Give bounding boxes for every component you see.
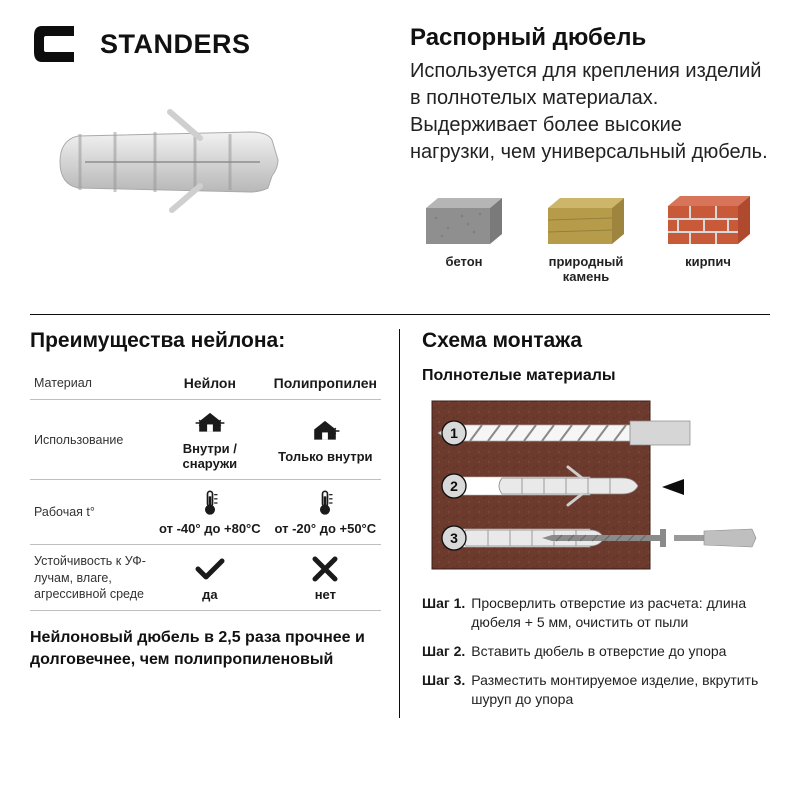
svg-text:1: 1 [450,425,458,441]
advantages-summary: Нейлоновый дюбель в 2,5 раза прочнее и д… [30,627,381,670]
step-label: Шаг 1. [422,594,465,632]
table-row: Использование Внутри / снаружи [30,400,381,480]
comparison-table: Материал Нейлон Полипропилен Использован… [30,367,381,611]
table-header-material: Материал [30,367,150,400]
cell-value: Только внутри [278,449,372,464]
cell-value: нет [315,587,336,602]
row-label: Рабочая t° [30,480,150,545]
step-label: Шаг 3. [422,671,465,709]
material-concrete: бетон [410,188,518,284]
mounting-title: Схема монтажа [422,329,770,353]
house-inout-icon [192,408,228,438]
mounting-subtitle: Полнотелые материалы [422,367,770,385]
concrete-icon [418,188,510,250]
mounting-diagram: 1 2 [422,395,762,575]
table-row: Рабочая t° от -40° до +80°С [30,480,381,545]
material-brick: кирпич [654,188,762,284]
cell-value: от -40° до +80°С [159,521,261,536]
brand-logo: STANDERS [30,24,400,64]
cross-icon [307,554,343,584]
material-label: кирпич [685,254,731,269]
house-in-icon [307,416,343,446]
step-text: Просверлить отверстие из расчета: длина … [471,594,770,632]
material-label: бетон [445,254,482,269]
step-text: Разместить монтируемое изделие, вкрутить… [471,671,770,709]
product-illustration [30,92,400,237]
step-item: Шаг 1. Просверлить отверстие из расчета:… [422,594,770,632]
step-item: Шаг 2. Вставить дюбель в отверстие до уп… [422,642,770,661]
cell-value: от -20° до +50°С [275,521,377,536]
thermometer-icon [192,488,228,518]
table-col-pp: Полипропилен [270,367,381,400]
row-label: Использование [30,400,150,480]
table-row: Устойчивость к УФ-лучам, влаге, агрессив… [30,545,381,611]
svg-text:3: 3 [450,530,458,546]
step-text: Вставить дюбель в отверстие до упора [471,642,726,661]
svg-text:2: 2 [450,478,458,494]
materials-row: бетон природный камень [410,188,770,284]
brand-name: STANDERS [100,29,251,60]
advantages-title: Преимущества нейлона: [30,329,381,353]
material-label: природный камень [532,254,640,284]
cell-value: да [202,587,217,602]
product-title: Распорный дюбель [410,24,770,52]
thermometer-icon [307,488,343,518]
stone-icon [540,188,632,250]
product-description: Используется для крепления изделий в пол… [410,58,770,166]
check-icon [192,554,228,584]
table-col-nylon: Нейлон [150,367,270,400]
mounting-steps: Шаг 1. Просверлить отверстие из расчета:… [422,594,770,708]
cell-value: Внутри / снаружи [154,441,266,471]
step-item: Шаг 3. Разместить монтируемое изделие, в… [422,671,770,709]
logo-mark-icon [30,24,86,64]
material-stone: природный камень [532,188,640,284]
row-label: Устойчивость к УФ-лучам, влаге, агрессив… [30,545,150,611]
step-label: Шаг 2. [422,642,465,661]
brick-icon [662,188,754,250]
